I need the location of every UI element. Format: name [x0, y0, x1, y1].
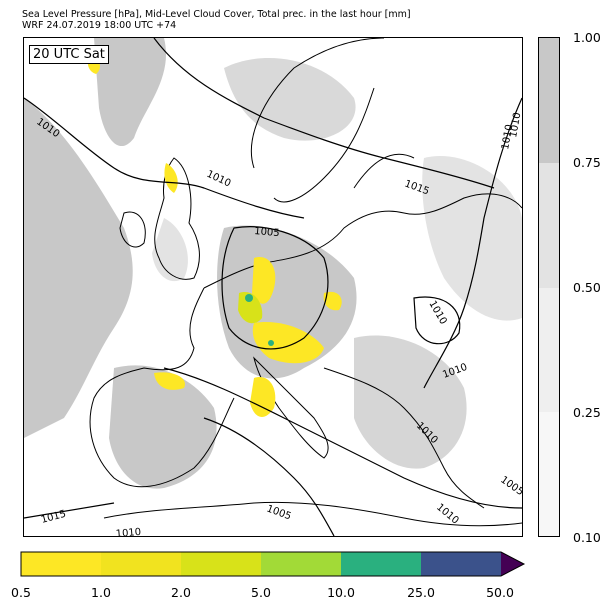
cloud-central-europe	[217, 225, 357, 379]
precip-color-step	[341, 552, 421, 576]
forecast-map: 1010 1010 1010 1015 1005 1010 1010 1010 …	[23, 37, 523, 537]
cloud-tick-label: 0.10	[573, 530, 601, 545]
precip-colorbar-outline	[20, 551, 526, 577]
precip-core-1	[245, 294, 253, 302]
precip-color-step	[21, 552, 101, 576]
cloud-north-sea	[152, 218, 188, 282]
isobar-1015-north	[153, 38, 495, 189]
isobar-label: 1015	[40, 509, 67, 526]
isobar-label: 1005	[498, 474, 522, 498]
cloud-band-atlantic	[24, 98, 133, 438]
cloud-colorbar-svg	[539, 38, 559, 536]
map-subtitle: WRF 24.07.2019 18:00 UTC +74	[22, 20, 177, 31]
coast-ireland	[119, 211, 146, 248]
isobar-label: 1005	[265, 503, 293, 522]
map-canvas: 1010 1010 1010 1015 1005 1010 1010 1010 …	[24, 38, 522, 536]
coast-balkans	[323, 367, 485, 509]
precip-spain-east	[154, 372, 185, 390]
cloud-tick-label: 0.75	[573, 155, 601, 170]
cloud-scandinavia	[224, 58, 356, 141]
precip-uk	[164, 163, 178, 193]
cloud-tick-label: 1.00	[573, 30, 601, 45]
isobar-1015-southwest	[24, 502, 115, 519]
cloud-color-step	[539, 288, 559, 412]
isobar-label: 1010	[508, 112, 522, 139]
cloud-color-step	[539, 38, 559, 163]
precip-tick-label: 10.0	[327, 585, 355, 600]
cloud-iberia	[109, 365, 217, 489]
valid-time-label: 20 UTC Sat	[29, 45, 109, 64]
precip-layer	[87, 57, 342, 418]
cloud-band-north	[94, 38, 167, 147]
precip-alps	[252, 322, 324, 364]
isobar-label: 1005	[254, 226, 280, 239]
precip-france	[238, 292, 263, 324]
coast-france-iberia	[89, 287, 235, 488]
precip-tick-label: 25.0	[407, 585, 435, 600]
coast-great-britain	[154, 157, 200, 280]
isobar-1010-east	[423, 97, 522, 389]
precip-tick-label: 2.0	[171, 585, 191, 600]
isobar-1010-south	[163, 367, 522, 509]
precip-adriatic	[323, 291, 342, 311]
cloud-cover-colorbar	[538, 37, 560, 537]
isobar-label: 1010	[426, 299, 448, 327]
cloud-cover-layer	[24, 38, 522, 489]
cloud-tick-label: 0.50	[573, 280, 601, 295]
precip-tick-label: 1.0	[91, 585, 111, 600]
isobar-1010-balkans	[413, 296, 461, 345]
precip-germany	[252, 257, 276, 304]
precip-tick-label: 5.0	[251, 585, 271, 600]
isobar-1005-med	[203, 417, 335, 536]
precip-extend-arrow	[501, 552, 524, 576]
precip-color-step	[101, 552, 181, 576]
precip-color-step	[421, 552, 501, 576]
isobar-layer	[24, 38, 522, 536]
precip-color-step	[181, 552, 261, 576]
coast-africa	[103, 501, 522, 527]
precip-colorbar-svg	[20, 551, 526, 577]
cloud-color-step	[539, 412, 559, 536]
isobar-label: 1010	[115, 527, 141, 536]
isobar-1005-central	[221, 226, 329, 350]
cloud-tick-label: 0.25	[573, 405, 601, 420]
isobar-label: 1010	[500, 124, 515, 151]
cloud-color-step	[539, 163, 559, 288]
isobar-1010-west	[24, 97, 305, 219]
precip-color-step	[261, 552, 341, 576]
map-title: Sea Level Pressure [hPa], Mid-Level Clou…	[22, 9, 411, 20]
cloud-balkans	[354, 335, 467, 469]
isobar-label: 1010	[205, 169, 233, 190]
precip-core-2	[268, 340, 274, 346]
precip-tick-label: 0.5	[11, 585, 31, 600]
precip-colorbar	[20, 551, 526, 583]
precip-tick-label: 50.0	[486, 585, 514, 600]
cloud-east	[422, 156, 522, 321]
precip-corsica-italy	[250, 377, 276, 418]
